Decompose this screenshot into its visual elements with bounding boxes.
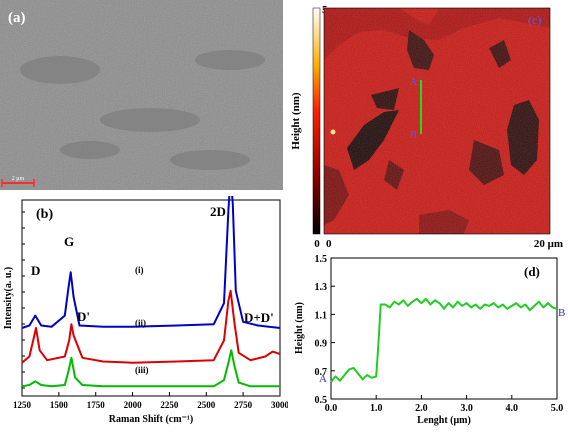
raman-x-tick-label: 1500 bbox=[50, 400, 69, 410]
afm-x-start: 0 bbox=[326, 238, 332, 250]
panel-a-label: (a) bbox=[8, 10, 26, 26]
afm-marker-b: B bbox=[410, 130, 417, 141]
raman-x-tick-label: 2000 bbox=[124, 400, 143, 410]
height-profile-panel: 0.0 1.0 2.0 3.0 4.0 5.0 0.5 0.7 0.9 1.1 1.3 1.5 Hei… bbox=[289, 252, 568, 427]
raman-series-line bbox=[21, 175, 281, 329]
raman-x-tick-label: 1750 bbox=[87, 400, 106, 410]
panel-d-label: (d) bbox=[524, 264, 540, 279]
profile-x-axis-label: Lenght (μm) bbox=[417, 415, 471, 426]
profile-x-tick-label: 1.0 bbox=[370, 403, 383, 414]
colorbar-ylabel: Height (nm) bbox=[290, 92, 302, 149]
curve-label-i: (i) bbox=[135, 265, 144, 275]
raman-chart-panel: 1250 1500 1750 2000 2250 2500 2750 3000 Intensi… bbox=[0, 175, 290, 427]
panel-c-label: (c) bbox=[528, 13, 541, 27]
profile-x-tick-label: 5.0 bbox=[551, 403, 564, 414]
profile-y-tick-label: 1.1 bbox=[315, 310, 328, 321]
colorbar bbox=[312, 7, 321, 235]
raman-x-tick-label: 3000 bbox=[271, 400, 288, 410]
raman-x-axis-label: Raman Shift (cm⁻¹) bbox=[109, 414, 193, 425]
afm-marker-a: A bbox=[410, 77, 418, 88]
colorbar-min: 0 bbox=[314, 238, 320, 250]
profile-x-tick-label: 0.0 bbox=[325, 403, 338, 414]
profile-marker-a: A bbox=[319, 373, 327, 385]
scale-bar: 2 μm bbox=[1, 176, 35, 187]
panel-b-label: (b) bbox=[36, 207, 53, 222]
profile-y-tick-label: 0.7 bbox=[315, 367, 328, 378]
raman-x-tick-label: 2250 bbox=[160, 400, 179, 410]
raman-y-axis-label: Intensity(a. u.) bbox=[3, 267, 14, 330]
profile-y-tick-label: 0.9 bbox=[315, 339, 328, 350]
peak-label-2d: 2D bbox=[210, 204, 226, 219]
peak-label-d: D bbox=[31, 263, 40, 278]
peak-label-dprime: D' bbox=[77, 309, 90, 324]
peak-label-g: G bbox=[64, 234, 74, 249]
afm-map bbox=[323, 7, 551, 235]
raman-x-tick-label: 2500 bbox=[197, 400, 216, 410]
sem-image-panel: (a) 2 μm bbox=[0, 0, 283, 190]
raman-series-line bbox=[21, 289, 281, 364]
height-profile-chart: 0.0 1.0 2.0 3.0 4.0 5.0 0.5 0.7 0.9 1.1 1.3 1.5 Hei… bbox=[294, 254, 565, 426]
profile-y-tick-label: 1.3 bbox=[315, 282, 328, 293]
raman-series-line bbox=[21, 349, 280, 388]
raman-x-tick-label: 2750 bbox=[234, 400, 253, 410]
profile-x-tick-label: 3.0 bbox=[460, 403, 473, 414]
afm-image: 5 0 Height (nm) A B (c) 0 20 μm bbox=[290, 4, 563, 250]
profile-plot-frame bbox=[330, 257, 558, 400]
profile-x-tick-label: 4.0 bbox=[506, 403, 519, 414]
afm-image-panel: 5 0 Height (nm) A B (c) 0 20 μm bbox=[289, 0, 568, 252]
peak-label-d-plus-dprime: D+D' bbox=[244, 310, 274, 325]
curve-label-ii: (ii) bbox=[135, 318, 146, 328]
afm-x-end: 20 μm bbox=[534, 238, 563, 250]
profile-x-tick-label: 2.0 bbox=[415, 403, 428, 414]
profile-y-tick-label: 1.5 bbox=[315, 254, 328, 265]
scale-bar-label: 2 μm bbox=[12, 176, 25, 182]
curve-label-iii: (iii) bbox=[135, 365, 149, 375]
profile-y-axis-label: Height (nm) bbox=[294, 302, 305, 354]
raman-x-tick-label: 1250 bbox=[13, 400, 32, 410]
raman-plot-frame bbox=[21, 199, 281, 397]
profile-marker-b: B bbox=[558, 307, 565, 319]
profile-series-line bbox=[330, 297, 558, 383]
profile-y-tick-label: 0.5 bbox=[315, 395, 328, 406]
raman-chart: 1250 1500 1750 2000 2250 2500 2750 3000 Intensi… bbox=[3, 175, 290, 425]
sem-image: (a) 2 μm bbox=[0, 0, 283, 190]
